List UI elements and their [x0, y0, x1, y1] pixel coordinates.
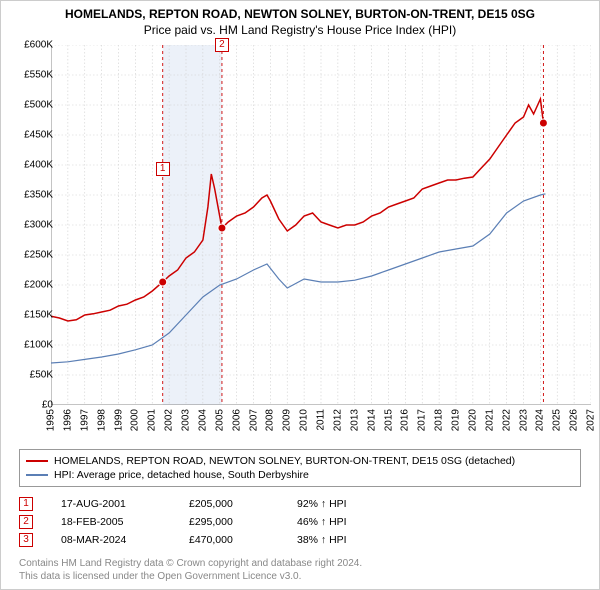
x-axis-tick-label: 1996 — [62, 409, 73, 431]
chart-title-line1: HOMELANDS, REPTON ROAD, NEWTON SOLNEY, B… — [1, 1, 599, 21]
event-pct: 46% ↑ HPI — [297, 516, 397, 528]
x-axis-tick-label: 2021 — [484, 409, 495, 431]
x-axis-tick-label: 1998 — [96, 409, 107, 431]
legend-swatch-property — [26, 460, 48, 462]
event-pct: 92% ↑ HPI — [297, 498, 397, 510]
chart-container: HOMELANDS, REPTON ROAD, NEWTON SOLNEY, B… — [0, 0, 600, 590]
event-pct: 38% ↑ HPI — [297, 534, 397, 546]
event-marker-1: 1 — [19, 497, 33, 511]
x-axis-tick-label: 2007 — [248, 409, 259, 431]
x-axis-tick-label: 2020 — [467, 409, 478, 431]
y-axis-tick-label: £350K — [9, 190, 53, 201]
x-axis-tick-label: 2000 — [130, 409, 141, 431]
chart-title-line2: Price paid vs. HM Land Registry's House … — [1, 21, 599, 41]
event-date: 08-MAR-2024 — [61, 534, 161, 546]
y-axis-tick-label: £400K — [9, 160, 53, 171]
x-axis-tick-label: 2025 — [552, 409, 563, 431]
events-table: 1 17-AUG-2001 £205,000 92% ↑ HPI 2 18-FE… — [19, 495, 581, 549]
x-axis-tick-label: 1995 — [46, 409, 57, 431]
legend-label-property: HOMELANDS, REPTON ROAD, NEWTON SOLNEY, B… — [54, 455, 515, 467]
y-axis-tick-label: £150K — [9, 310, 53, 321]
x-axis-tick-label: 2002 — [164, 409, 175, 431]
event-date: 17-AUG-2001 — [61, 498, 161, 510]
y-axis-tick-label: £250K — [9, 250, 53, 261]
chart-plot-area — [51, 45, 591, 405]
x-axis-tick-label: 2004 — [197, 409, 208, 431]
y-axis-tick-label: £500K — [9, 100, 53, 111]
x-axis-tick-label: 2013 — [349, 409, 360, 431]
x-axis-tick-label: 2024 — [535, 409, 546, 431]
event-marker-2: 2 — [19, 515, 33, 529]
x-axis-tick-label: 1999 — [113, 409, 124, 431]
x-axis-tick-label: 2005 — [214, 409, 225, 431]
x-axis-tick-label: 2019 — [451, 409, 462, 431]
y-axis-tick-label: £300K — [9, 220, 53, 231]
x-axis-tick-label: 2022 — [501, 409, 512, 431]
event-row: 3 08-MAR-2024 £470,000 38% ↑ HPI — [19, 531, 581, 549]
x-axis-tick-label: 2018 — [434, 409, 445, 431]
footer-attribution: Contains HM Land Registry data © Crown c… — [19, 558, 581, 583]
x-axis-tick-label: 2001 — [147, 409, 158, 431]
sale-marker-box: 2 — [215, 38, 229, 52]
x-axis-tick-label: 2015 — [383, 409, 394, 431]
legend-label-hpi: HPI: Average price, detached house, Sout… — [54, 469, 309, 481]
legend-item-property: HOMELANDS, REPTON ROAD, NEWTON SOLNEY, B… — [26, 454, 574, 468]
event-row: 2 18-FEB-2005 £295,000 46% ↑ HPI — [19, 513, 581, 531]
footer-line1: Contains HM Land Registry data © Crown c… — [19, 558, 581, 571]
event-price: £470,000 — [189, 534, 269, 546]
x-axis-tick-label: 2023 — [518, 409, 529, 431]
y-axis-tick-label: £50K — [9, 370, 53, 381]
x-axis-tick-label: 2003 — [181, 409, 192, 431]
x-axis-tick-label: 2026 — [569, 409, 580, 431]
x-axis-tick-label: 2016 — [400, 409, 411, 431]
event-price: £295,000 — [189, 516, 269, 528]
event-price: £205,000 — [189, 498, 269, 510]
x-axis-tick-label: 2011 — [316, 409, 327, 431]
chart-svg — [51, 45, 591, 405]
x-axis-tick-label: 2027 — [586, 409, 597, 431]
x-axis-tick-label: 2009 — [282, 409, 293, 431]
x-axis-tick-label: 1997 — [79, 409, 90, 431]
y-axis-tick-label: £550K — [9, 70, 53, 81]
x-axis-tick-label: 2008 — [265, 409, 276, 431]
legend-item-hpi: HPI: Average price, detached house, Sout… — [26, 468, 574, 482]
legend-swatch-hpi — [26, 474, 48, 476]
x-axis-tick-label: 2010 — [299, 409, 310, 431]
sale-marker-box: 1 — [156, 162, 170, 176]
x-axis-tick-label: 2017 — [417, 409, 428, 431]
x-axis-tick-label: 2012 — [332, 409, 343, 431]
legend-box: HOMELANDS, REPTON ROAD, NEWTON SOLNEY, B… — [19, 449, 581, 487]
x-axis-tick-label: 2006 — [231, 409, 242, 431]
footer-line2: This data is licensed under the Open Gov… — [19, 571, 581, 584]
event-row: 1 17-AUG-2001 £205,000 92% ↑ HPI — [19, 495, 581, 513]
y-axis-tick-label: £100K — [9, 340, 53, 351]
y-axis-tick-label: £200K — [9, 280, 53, 291]
event-date: 18-FEB-2005 — [61, 516, 161, 528]
y-axis-tick-label: £600K — [9, 40, 53, 51]
event-marker-3: 3 — [19, 533, 33, 547]
x-axis-tick-label: 2014 — [366, 409, 377, 431]
y-axis-tick-label: £450K — [9, 130, 53, 141]
